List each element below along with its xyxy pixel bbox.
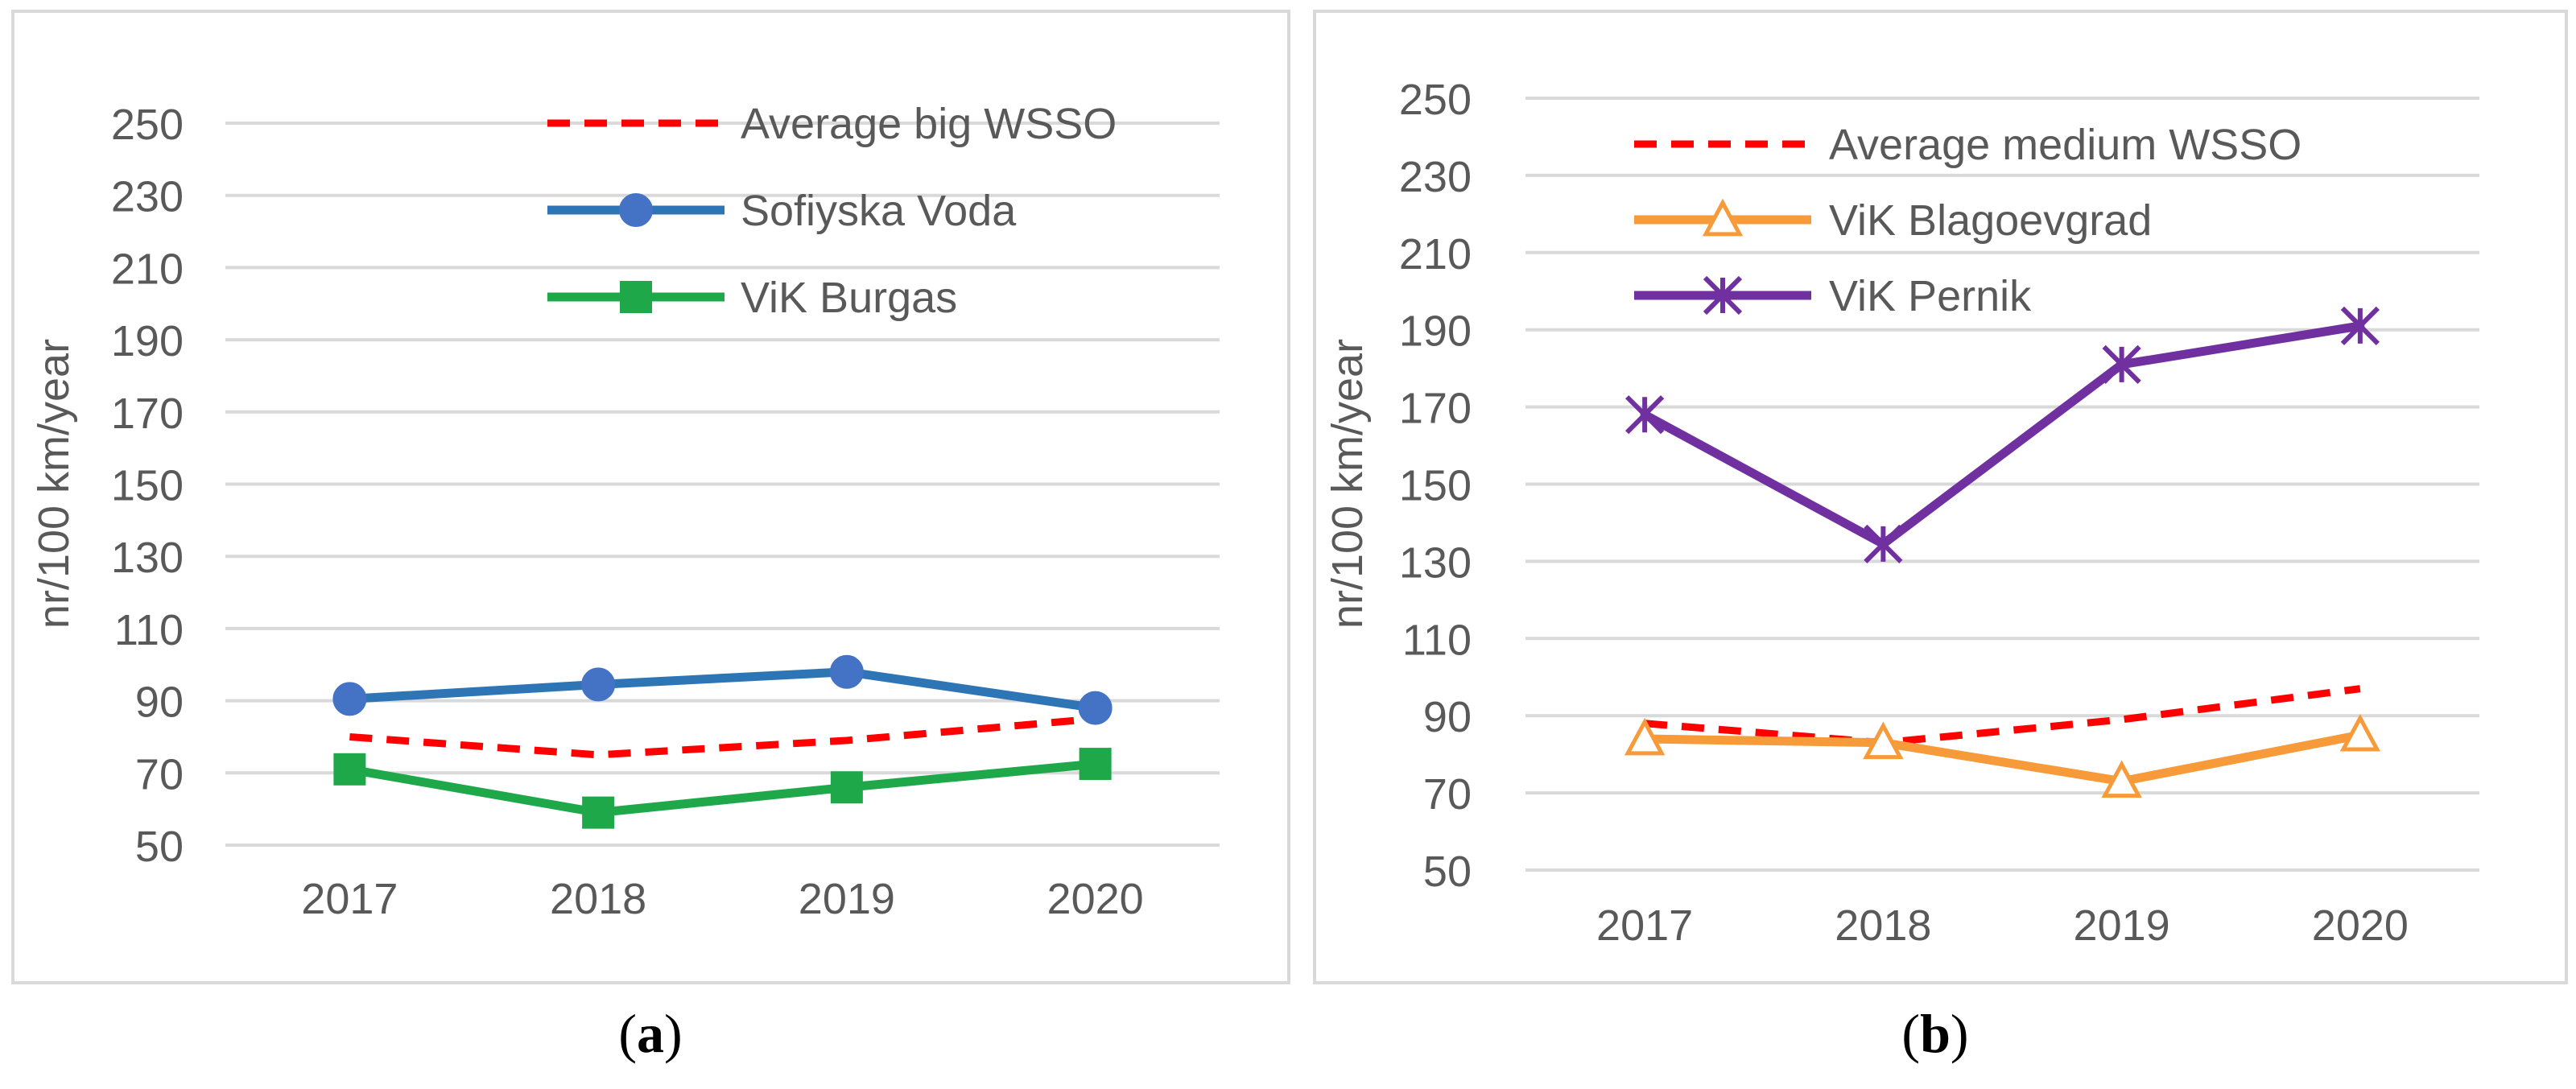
x-tick-label: 2019 (799, 875, 895, 923)
data-point (2340, 306, 2380, 346)
legend-label: Sofiyska Voda (741, 187, 1017, 235)
x-tick-label: 2020 (2312, 901, 2409, 950)
chart-panel-a: 50 70 90 110 130 150 170 190 210 230 250 2017 2018 20… (11, 10, 1290, 984)
y-tick-label: 170 (111, 390, 184, 438)
y-tick-label: 50 (1423, 848, 1472, 896)
data-point (581, 667, 616, 702)
legend-label: ViK Pernik (1829, 272, 2032, 320)
legend-label: ViK Blagoevgrad (1829, 196, 2152, 245)
legend-entry: ViK Burgas (547, 274, 957, 322)
data-point (332, 682, 367, 716)
caption-paren-close: ) (1951, 1003, 1969, 1064)
y-tick-label: 50 (135, 823, 184, 871)
data-point (1864, 524, 1903, 563)
y-axis-label: nr/100 km/year (1323, 339, 1372, 629)
data-point (2339, 713, 2381, 752)
chart-frame (11, 10, 1290, 984)
legend-swatch-marker (1702, 198, 1744, 237)
chart-panel-b: 50 70 90 110 130 150 170 190 210 230 250 2017 2018 20… (1313, 10, 2568, 984)
series-line (345, 667, 1100, 713)
legend-swatch-marker (620, 281, 652, 313)
x-tick-label: 2017 (1596, 901, 1693, 950)
y-tick-label: 70 (1423, 770, 1472, 819)
data-point (1624, 717, 1666, 756)
series-line (345, 759, 1100, 818)
data-point (829, 654, 864, 689)
y-tick-label: 110 (114, 606, 184, 654)
series-sofiyska-voda (332, 654, 1113, 725)
panel-caption: (a) (618, 1003, 682, 1064)
legend-label: Average big WSSO (741, 100, 1117, 148)
series-line (1640, 730, 2365, 786)
data-point (582, 796, 615, 829)
panel-caption: (b) (1901, 1003, 1968, 1064)
y-tick-label: 190 (111, 317, 184, 365)
caption-paren-close: ) (664, 1003, 683, 1064)
series-average-medium-wsso (1644, 685, 2361, 747)
legend-entry: Sofiyska Voda (547, 187, 1017, 235)
caption-letter: b (1920, 1003, 1951, 1064)
x-tick-label: 2018 (550, 875, 646, 923)
y-tick-label: 90 (1423, 693, 1472, 741)
y-tick-label: 210 (111, 245, 184, 293)
data-point (830, 771, 863, 804)
y-tick-label: 250 (1399, 76, 1472, 124)
legend-label: Average medium WSSO (1829, 121, 2301, 169)
series-vik-pernik (1625, 306, 2380, 563)
series-vik-blagoevgrad (1624, 713, 2381, 798)
data-point (1078, 691, 1113, 725)
legend-entry: Average big WSSO (547, 100, 1117, 148)
y-tick-label: 150 (111, 462, 184, 510)
series-line (1644, 685, 2361, 747)
y-tick-label: 150 (1399, 462, 1472, 510)
caption-paren-open: ( (1901, 1003, 1920, 1064)
y-tick-label: 110 (1402, 616, 1472, 664)
y-tick-label: 250 (111, 101, 184, 149)
y-tick-label: 190 (1399, 307, 1472, 356)
series-line (1640, 321, 2365, 549)
y-tick-label: 230 (1399, 153, 1472, 201)
y-tick-label: 230 (111, 173, 184, 221)
y-tick-label: 130 (1399, 538, 1472, 587)
y-tick-label: 170 (1399, 385, 1472, 433)
y-tick-label: 210 (1399, 230, 1472, 278)
data-point (333, 753, 366, 786)
caption-paren-open: ( (618, 1003, 637, 1064)
legend-swatch-marker (619, 193, 653, 227)
legend-entry: ViK Pernik (1634, 272, 2032, 320)
x-tick-label: 2017 (301, 875, 398, 923)
y-tick-label: 70 (135, 750, 184, 798)
y-axis-label: nr/100 km/year (30, 339, 78, 629)
x-tick-label: 2020 (1047, 875, 1144, 923)
data-point (1625, 395, 1665, 435)
series-average-big-wsso (349, 715, 1096, 759)
y-tick-label: 130 (111, 534, 184, 582)
y-tick-label: 90 (135, 679, 184, 727)
data-point (1863, 721, 1904, 760)
x-tick-label: 2018 (1835, 901, 1931, 950)
legend-label: ViK Burgas (741, 274, 957, 322)
data-point (2101, 760, 2142, 798)
data-point (2102, 344, 2141, 384)
series-vik-burgas (333, 748, 1112, 829)
data-point (1079, 748, 1112, 781)
series-line (349, 715, 1096, 759)
legend-swatch-marker (1703, 275, 1743, 316)
caption-letter: a (637, 1003, 664, 1064)
legend-entry: Average medium WSSO (1634, 121, 2301, 169)
legend-entry: ViK Blagoevgrad (1634, 196, 2152, 245)
x-tick-label: 2019 (2074, 901, 2170, 950)
